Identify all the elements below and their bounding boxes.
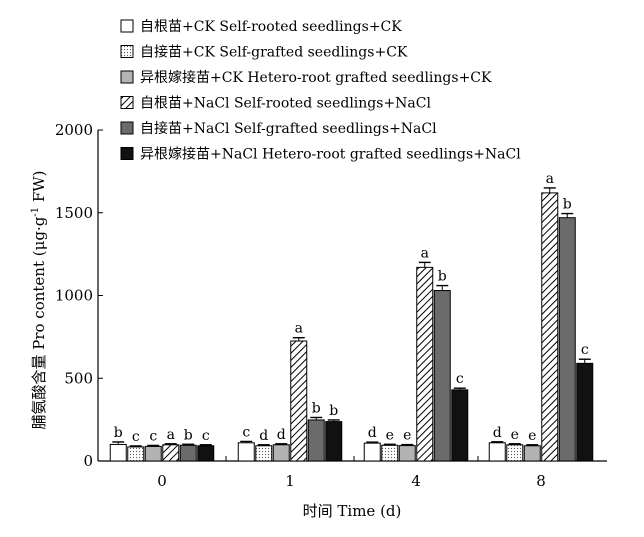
y-tick-label: 1500: [55, 204, 93, 222]
significance-letter: e: [528, 428, 536, 444]
significance-letter: a: [167, 427, 175, 443]
y-tick-label: 1000: [55, 287, 93, 305]
y-axis-label: 脯氨酸含量 Pro content (μg·g-1 FW): [30, 170, 48, 429]
legend-swatch: [120, 121, 134, 135]
significance-letter: b: [438, 269, 447, 285]
significance-letter: c: [132, 429, 140, 445]
significance-letter: c: [149, 428, 157, 444]
significance-letter: c: [456, 371, 464, 387]
bar: [523, 445, 541, 462]
bar: [109, 443, 127, 462]
significance-letter: d: [259, 428, 268, 444]
bar: [398, 445, 416, 462]
y-axis-label-superscript: -1: [30, 207, 41, 217]
legend-entry: 自接苗+NaCl Self-grafted seedlings+NaCl: [140, 120, 437, 137]
x-axis-label: 时间 Time (d): [303, 502, 402, 520]
bar: [363, 442, 381, 462]
y-tick-label: 500: [64, 369, 93, 387]
bar: [576, 362, 594, 462]
significance-letter: e: [403, 428, 411, 444]
y-axis-label-tail: FW): [30, 170, 48, 206]
significance-letter: a: [421, 245, 429, 261]
legend-entry: 异根嫁接苗+NaCl Hetero-root grafted seedlings…: [140, 146, 521, 163]
legend-entry: 自根苗+CK Self-rooted seedlings+CK: [140, 19, 402, 35]
y-tick-label: 0: [83, 452, 93, 470]
significance-letter: a: [295, 321, 303, 337]
significance-letter: d: [493, 425, 502, 441]
bar: [381, 444, 399, 462]
x-tick-label: 0: [157, 472, 167, 490]
x-tick-label: 1: [285, 472, 295, 490]
significance-letter: b: [329, 403, 338, 419]
legend-swatch: [120, 96, 134, 109]
bar: [506, 444, 524, 462]
bar: [433, 290, 451, 462]
bar: [307, 419, 325, 462]
significance-letter: b: [312, 400, 321, 416]
legend-swatch: [120, 19, 134, 33]
bar: [162, 444, 180, 462]
bar: [325, 421, 343, 462]
bar: [541, 192, 559, 462]
axes: 0 500 1000 1500 2000 0 1 4 8: [55, 121, 607, 490]
bar: [451, 389, 469, 462]
significance-letter: d: [277, 427, 286, 443]
significance-letter: a: [546, 171, 554, 187]
significance-letter: c: [242, 424, 250, 440]
y-tick-label: 2000: [55, 121, 93, 139]
significance-letter: e: [511, 427, 519, 443]
bar: [558, 217, 576, 462]
bar: [488, 442, 506, 462]
significance-letter: b: [114, 425, 123, 441]
legend-swatch: [120, 70, 134, 84]
x-tick-label: 8: [536, 472, 546, 490]
legend-entry: 异根嫁接苗+CK Hetero-root grafted seedlings+C…: [140, 69, 492, 86]
bar: [144, 445, 162, 462]
bar: [255, 445, 273, 462]
significance-letter: b: [184, 427, 193, 443]
significance-letter: c: [581, 342, 589, 358]
legend-swatch: [120, 45, 134, 58]
legend-entry: 自接苗+CK Self-grafted seedlings+CK: [140, 44, 408, 61]
bar: [237, 442, 255, 462]
bar: [127, 446, 145, 462]
bar: [179, 444, 197, 462]
legend-swatch: [120, 147, 134, 160]
significance-letter: b: [563, 197, 572, 213]
legend: 自根苗+CK Self-rooted seedlings+CK 自接苗+CK Se…: [120, 19, 521, 163]
bar: [416, 266, 434, 462]
bar: [272, 444, 290, 462]
bar: [197, 445, 215, 462]
significance-letter: e: [386, 427, 394, 443]
legend-entry: 自根苗+NaCl Self-rooted seedlings+NaCl: [140, 96, 431, 112]
significance-letter: c: [202, 428, 210, 444]
significance-letter: d: [368, 425, 377, 441]
x-tick-label: 4: [411, 472, 421, 490]
bar: [290, 340, 308, 462]
